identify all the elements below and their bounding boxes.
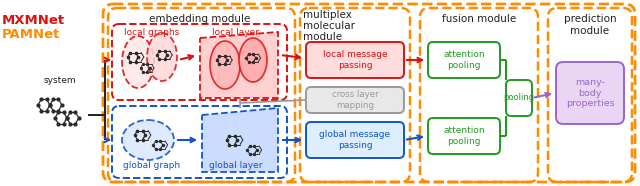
FancyBboxPatch shape bbox=[306, 42, 404, 78]
Polygon shape bbox=[200, 32, 278, 98]
Text: system: system bbox=[44, 76, 76, 85]
Text: MXMNet: MXMNet bbox=[2, 14, 65, 27]
Text: prediction
module: prediction module bbox=[564, 14, 616, 36]
Text: global message
passing: global message passing bbox=[319, 130, 390, 150]
Text: module: module bbox=[303, 32, 342, 42]
Text: fusion module: fusion module bbox=[442, 14, 516, 24]
Text: local layer: local layer bbox=[212, 28, 259, 37]
FancyBboxPatch shape bbox=[556, 62, 624, 124]
Text: attention
pooling: attention pooling bbox=[443, 126, 485, 146]
Text: local message
passing: local message passing bbox=[323, 50, 387, 70]
FancyBboxPatch shape bbox=[506, 80, 532, 116]
FancyBboxPatch shape bbox=[306, 122, 404, 158]
Text: many-
body
properties: many- body properties bbox=[566, 78, 614, 108]
Ellipse shape bbox=[147, 33, 177, 81]
FancyBboxPatch shape bbox=[428, 118, 500, 154]
Ellipse shape bbox=[122, 36, 154, 88]
Ellipse shape bbox=[239, 38, 267, 82]
FancyBboxPatch shape bbox=[306, 87, 404, 113]
Polygon shape bbox=[202, 108, 278, 172]
Text: PAMNet: PAMNet bbox=[2, 28, 60, 41]
Text: pooling: pooling bbox=[504, 94, 534, 102]
Text: local graphs: local graphs bbox=[124, 28, 180, 37]
Text: multiplex: multiplex bbox=[303, 10, 352, 20]
Text: global layer: global layer bbox=[209, 161, 263, 170]
Text: attention
pooling: attention pooling bbox=[443, 50, 485, 70]
Text: global graph: global graph bbox=[124, 161, 180, 170]
FancyBboxPatch shape bbox=[428, 42, 500, 78]
Text: embedding module: embedding module bbox=[149, 14, 251, 24]
Text: cross layer
mapping: cross layer mapping bbox=[332, 90, 378, 110]
Ellipse shape bbox=[122, 120, 174, 160]
Ellipse shape bbox=[210, 41, 240, 89]
Text: molecular: molecular bbox=[303, 21, 355, 31]
